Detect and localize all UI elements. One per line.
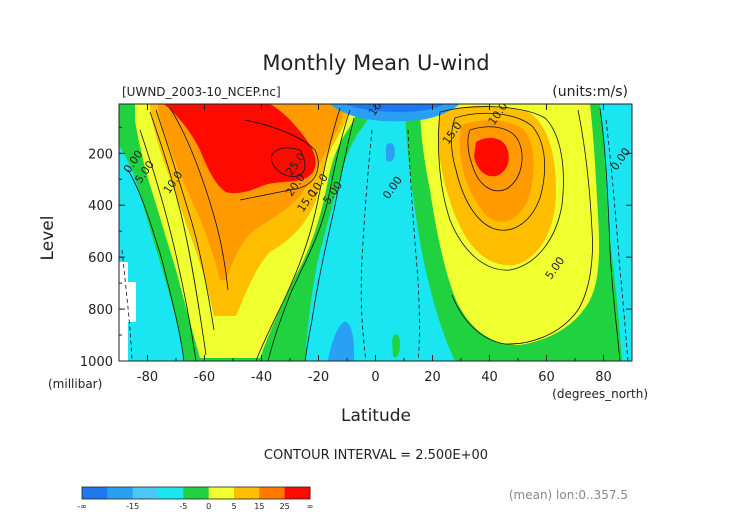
x-tick-label: -20 [308,370,329,385]
contour-plot: 10.0 10.015.025.020.015.010.05.0010.05.00… [119,104,632,361]
x-tick-label: -60 [194,370,215,385]
colorbar-label: 0 [206,502,211,511]
footer-note: (mean) lon:0..357.5 [509,488,628,502]
chart-title: Monthly Mean U-wind [262,51,489,75]
negative-contours [121,119,629,361]
colorbar-label: 15 [254,502,264,511]
colorbar-swatch [208,487,235,499]
colorbar-swatch [158,487,184,499]
x-tick-label: 20 [424,370,441,385]
x-tick-label: 0 [371,370,379,385]
contour-interval-text: CONTOUR INTERVAL = 2.500E+00 [264,448,488,463]
colorbar-swatch [234,487,260,499]
x-tick-label: 40 [481,370,498,385]
colorbar-label: ∞ [307,502,314,511]
colorbar-swatch [183,487,210,499]
colorbar-swatch [132,487,159,499]
y-tick-label: 600 [88,251,113,266]
colorbar-swatch [82,487,108,499]
fill-darkblue-top [345,104,445,112]
fill-blue-mid [386,143,395,162]
missing-data-patch [119,262,136,361]
fill-blue-low [328,321,354,361]
colorbar-label: -∞ [77,502,87,511]
y-tick-label: 800 [88,303,113,318]
fill-green-eq [392,334,400,358]
x-tick-label: 60 [538,370,555,385]
y-tick-label: 1000 [80,355,113,370]
x-axis-title: Latitude [341,406,411,426]
colorbar-swatch [284,487,311,499]
contour-lines [127,106,621,361]
colorbar: -∞ -15 -5 0 5 15 25 ∞ [77,486,314,511]
y-axis: 200 400 600 800 1000 [80,126,632,370]
x-tick-label: 80 [595,370,612,385]
x-tick-label: -40 [251,370,272,385]
colorbar-label: 5 [231,502,236,511]
x-tick-label: -80 [137,370,158,385]
colorbar-swatch [107,487,134,499]
colorbar-label: -15 [126,502,139,511]
colorbar-label: -5 [179,502,187,511]
dataset-label: [UWND_2003-10_NCEP.nc] [122,85,281,99]
x-axis-unit: (degrees_north) [552,387,648,401]
colorbar-frame [81,486,311,500]
colorbar-label: 25 [280,502,290,511]
fill-red-nh [474,137,509,177]
x-axis: -80 -60 -40 -20 0 20 40 60 80 [118,104,633,385]
y-tick-label: 200 [88,147,113,162]
units-label: (units:m/s) [552,84,628,100]
y-axis-title: Level [38,216,58,261]
y-axis-unit: (millibar) [48,377,102,391]
colorbar-swatch [259,487,286,499]
y-tick-label: 400 [88,199,113,214]
